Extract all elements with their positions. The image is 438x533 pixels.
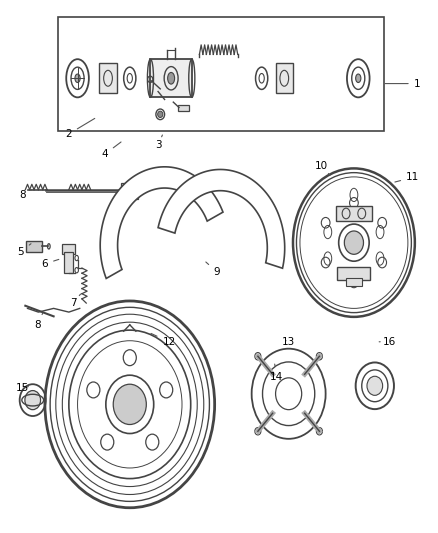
Text: 1: 1 xyxy=(385,78,420,88)
Circle shape xyxy=(158,111,163,117)
Bar xyxy=(131,180,138,199)
Bar xyxy=(58,17,385,131)
Circle shape xyxy=(25,391,41,410)
Bar xyxy=(276,63,293,93)
Circle shape xyxy=(344,231,364,254)
Bar xyxy=(150,59,192,98)
Text: 16: 16 xyxy=(379,337,396,347)
Text: 4: 4 xyxy=(102,142,121,159)
Ellipse shape xyxy=(75,74,80,83)
Bar xyxy=(336,206,372,221)
Text: 8: 8 xyxy=(34,313,43,330)
Circle shape xyxy=(113,384,146,424)
Text: 2: 2 xyxy=(66,118,95,139)
Ellipse shape xyxy=(168,72,175,84)
Text: 11: 11 xyxy=(395,172,419,182)
Bar xyxy=(346,278,362,286)
Ellipse shape xyxy=(356,74,361,83)
Polygon shape xyxy=(100,167,223,278)
Circle shape xyxy=(367,376,383,395)
Text: 6: 6 xyxy=(42,259,59,269)
Bar xyxy=(178,105,188,111)
Text: 3: 3 xyxy=(155,135,162,150)
Text: 8: 8 xyxy=(19,190,32,200)
Text: 5: 5 xyxy=(18,244,31,257)
Text: 9: 9 xyxy=(206,262,220,277)
Text: 15: 15 xyxy=(16,383,29,393)
Bar xyxy=(62,244,75,254)
Text: 10: 10 xyxy=(315,161,330,175)
Bar xyxy=(121,183,134,196)
Polygon shape xyxy=(158,169,285,268)
Bar xyxy=(64,252,73,273)
Text: 13: 13 xyxy=(282,337,295,347)
Text: 14: 14 xyxy=(270,364,283,382)
Bar xyxy=(26,241,42,252)
Text: 12: 12 xyxy=(151,334,176,347)
Text: 7: 7 xyxy=(70,294,81,308)
Bar xyxy=(337,266,371,280)
Bar xyxy=(99,63,117,93)
